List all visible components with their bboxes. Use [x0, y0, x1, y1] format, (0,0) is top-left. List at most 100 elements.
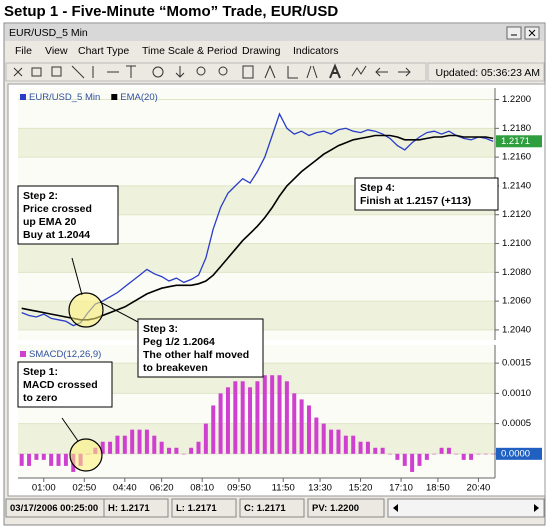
- macd-bar: [365, 441, 370, 454]
- x-tick-label: 13:30: [308, 483, 332, 494]
- macd-bar: [159, 441, 164, 454]
- legend-swatch: [20, 94, 26, 100]
- tool-icon[interactable]: [196, 66, 206, 76]
- last-value-tag: [496, 447, 542, 460]
- updated-box: [427, 62, 545, 82]
- tool-icon[interactable]: [287, 66, 298, 79]
- tool-icon[interactable]: [242, 65, 254, 79]
- menu-item[interactable]: File: [15, 45, 32, 57]
- macd-bar: [56, 453, 61, 466]
- macd-bar: [446, 447, 451, 454]
- tool-icon[interactable]: [306, 65, 318, 79]
- last-value-label: 0.0000: [501, 448, 530, 459]
- tool-icon[interactable]: [329, 63, 341, 79]
- y-tick-label: 1.2040: [502, 324, 531, 335]
- macd-bar: [167, 447, 172, 454]
- macd-bar: [476, 453, 481, 455]
- tool-icon[interactable]: [31, 67, 42, 77]
- menu-bar: File View Chart Type Time Scale & Period Dra…: [15, 45, 339, 57]
- macd-bar: [63, 453, 68, 466]
- status-text: 03/17/2006 00:25:00: [10, 503, 98, 514]
- macd-bar: [321, 423, 326, 454]
- annotation-text: Price crossed: [23, 203, 92, 215]
- tool-icon[interactable]: [51, 66, 62, 77]
- macd-bar: [122, 435, 127, 454]
- legend-label: SMACD(12,26,9): [29, 349, 101, 360]
- status-text: L: 1.2171: [176, 503, 217, 514]
- status-field: [239, 498, 305, 518]
- macd-bar: [115, 435, 120, 454]
- macd-bar: [203, 423, 208, 454]
- annotation-text: The other half moved: [143, 349, 249, 361]
- x-tick-label: 02:50: [72, 483, 96, 494]
- macd-bar: [410, 453, 415, 472]
- window-title: EUR/USD_5 Min: [9, 27, 88, 39]
- macd-bar: [130, 429, 135, 454]
- grid-band: [18, 243, 495, 273]
- menu-item[interactable]: Chart Type: [78, 45, 129, 57]
- macd-bar: [211, 405, 216, 454]
- annotation-pointer: [71, 257, 83, 296]
- macd-bar: [152, 435, 157, 454]
- macd-bar: [469, 453, 474, 460]
- annotation-text: Step 1:: [23, 366, 58, 378]
- x-tick-label: 11:50: [272, 483, 295, 494]
- scroll-left: [393, 504, 398, 512]
- macd-bar: [196, 441, 201, 454]
- scroll-right: [534, 504, 539, 512]
- tool-icon[interactable]: [264, 64, 276, 79]
- macd-bar: [358, 441, 363, 454]
- macd-bar: [306, 405, 311, 454]
- macd-bar: [137, 429, 142, 454]
- grid-band: [18, 128, 495, 158]
- menu-item[interactable]: Drawing: [242, 45, 281, 57]
- macd-bar: [439, 447, 444, 454]
- tool-icon[interactable]: [375, 67, 388, 77]
- title-bar: [5, 24, 544, 41]
- x-tick-label: 01:00: [32, 483, 56, 494]
- x-tick-label: 06:20: [150, 483, 174, 494]
- legend-swatch: [111, 94, 118, 100]
- tool-icon[interactable]: [218, 66, 228, 76]
- menu-item[interactable]: Time Scale & Period: [142, 45, 237, 57]
- tool-icon[interactable]: [152, 66, 164, 78]
- y-tick-label: 1.2060: [502, 296, 531, 307]
- annotation-box: [137, 318, 264, 378]
- last-value-label: 1.2171: [501, 136, 530, 147]
- x-tick-label: 08:10: [190, 483, 214, 494]
- scrollbar: [387, 498, 545, 518]
- x-tick-label: 18:50: [426, 483, 450, 494]
- x-tick-label: 04:40: [113, 483, 137, 494]
- tool-icon[interactable]: [175, 66, 185, 78]
- minimize-button[interactable]: [506, 26, 522, 40]
- toolbar: [5, 62, 545, 82]
- menu-item[interactable]: Indicators: [293, 45, 339, 57]
- tool-icon[interactable]: [398, 67, 411, 77]
- macd-bar: [108, 441, 113, 454]
- macd-bar: [19, 453, 24, 466]
- y-tick-label: 1.2140: [502, 180, 531, 191]
- macd-bar: [248, 387, 253, 454]
- macd-bar: [402, 453, 407, 466]
- y-tick-label: 1.2080: [502, 267, 531, 278]
- toolbar-strip: [5, 62, 427, 82]
- tool-icon[interactable]: [13, 67, 23, 77]
- heading: Setup 1 - Five-Minute “Momo” Trade, EUR/…: [4, 3, 338, 20]
- macd-bar: [424, 453, 429, 460]
- y-tick-label: 0.0015: [502, 358, 531, 369]
- macd-bar: [49, 453, 54, 466]
- annotation-text: Step 4:: [360, 182, 395, 194]
- annotation-text: MACD crossed: [23, 379, 98, 391]
- tool-icon[interactable]: [126, 65, 136, 78]
- tool-icon[interactable]: [71, 65, 85, 79]
- macd-bar: [41, 453, 46, 460]
- annotation-text: Step 3:: [143, 323, 178, 335]
- menu-item[interactable]: View: [45, 45, 68, 57]
- status-field: [171, 498, 237, 518]
- x-tick-label: 09:50: [227, 483, 251, 494]
- last-value-tag: [496, 135, 542, 148]
- tool-icon[interactable]: [351, 65, 367, 77]
- annotation-box: [17, 361, 113, 408]
- macd-bar: [233, 381, 238, 454]
